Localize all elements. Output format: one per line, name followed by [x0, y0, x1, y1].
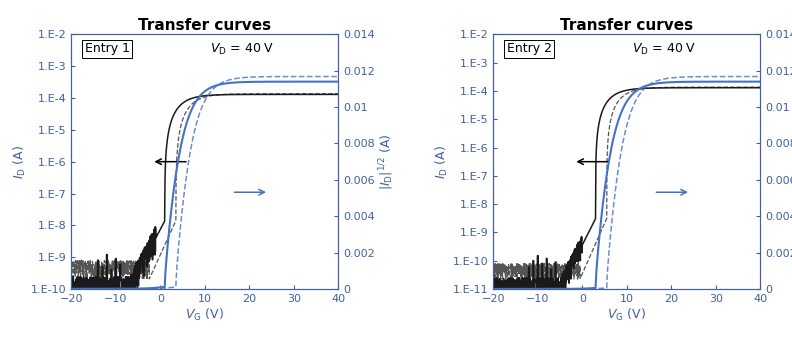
- X-axis label: $V_\mathrm{G}$ (V): $V_\mathrm{G}$ (V): [607, 307, 646, 323]
- Title: Transfer curves: Transfer curves: [139, 18, 272, 33]
- Text: Entry 2: Entry 2: [507, 42, 551, 55]
- Y-axis label: $|I_\mathrm{D}|^{1/2}$ (A): $|I_\mathrm{D}|^{1/2}$ (A): [378, 133, 396, 190]
- Y-axis label: $I_\mathrm{D}$ (A): $I_\mathrm{D}$ (A): [434, 145, 450, 179]
- Y-axis label: $I_\mathrm{D}$ (A): $I_\mathrm{D}$ (A): [12, 145, 28, 179]
- X-axis label: $V_\mathrm{G}$ (V): $V_\mathrm{G}$ (V): [185, 307, 224, 323]
- Title: Transfer curves: Transfer curves: [560, 18, 693, 33]
- Text: $V_\mathrm{D}$ = 40 V: $V_\mathrm{D}$ = 40 V: [632, 42, 696, 57]
- Text: $V_\mathrm{D}$ = 40 V: $V_\mathrm{D}$ = 40 V: [210, 42, 275, 57]
- Text: Entry 1: Entry 1: [85, 42, 130, 55]
